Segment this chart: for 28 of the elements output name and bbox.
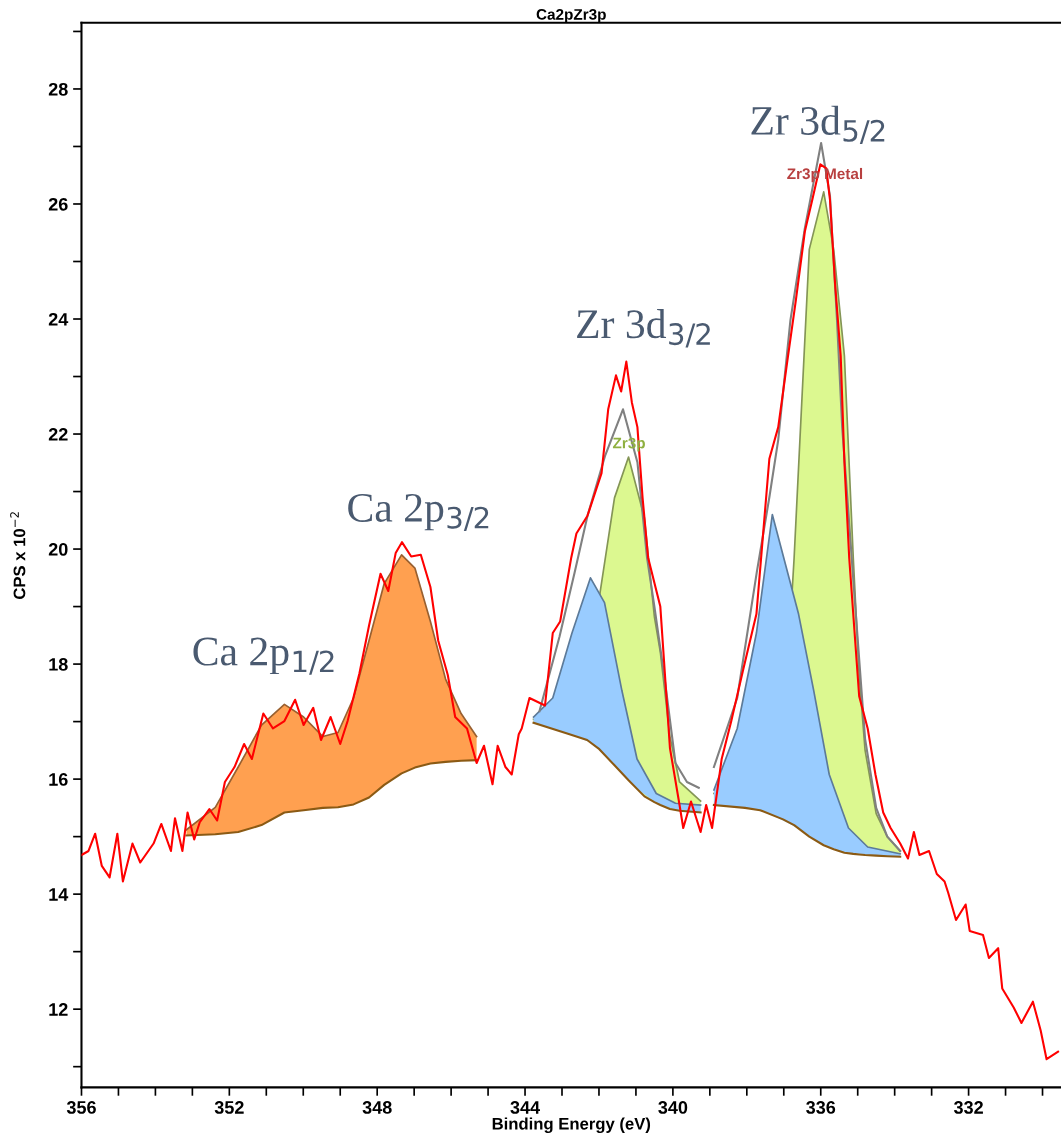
x-tick-label: 352 [214, 1101, 244, 1114]
annotation: Zr 3d$_{5/2}$ [751, 105, 885, 145]
line-series [538, 408, 700, 789]
line-series [185, 759, 478, 837]
annotation: Ca 2p$_{1/2}$ [193, 637, 334, 675]
x-tick-label: 332 [953, 1101, 983, 1114]
x-tick-label: 344 [510, 1101, 541, 1114]
y-tick-label: 24 [48, 312, 69, 326]
x-tick-label: 340 [658, 1101, 688, 1114]
y-tick-label: 28 [48, 82, 68, 96]
y-tick-label: 12 [49, 1003, 68, 1016]
line-series [532, 721, 702, 814]
x-axis-title: Binding Energy (eV) [492, 1117, 651, 1134]
line-series [81, 163, 1060, 1061]
y-tick-label: 16 [49, 773, 68, 786]
y-axis-title: CPS x 10$^{−2}$ [10, 512, 26, 599]
annotation: Ca 2p$_{3/2}$ [348, 493, 489, 532]
line-series [712, 803, 902, 858]
y-tick-label: 18 [49, 658, 68, 671]
x-tick-label: 348 [362, 1101, 392, 1114]
y-tick-label: 14 [49, 888, 69, 901]
x-tick-label: 336 [806, 1101, 836, 1114]
chart-title: Ca2pZr3p [536, 8, 606, 23]
x-tick-label: 356 [66, 1101, 96, 1114]
y-tick-label: 20 [48, 542, 68, 556]
y-tick-label: 22 [48, 427, 68, 441]
y-tick-label: 26 [48, 197, 68, 211]
annotation: Zr 3d$_{3/2}$ [577, 308, 710, 348]
